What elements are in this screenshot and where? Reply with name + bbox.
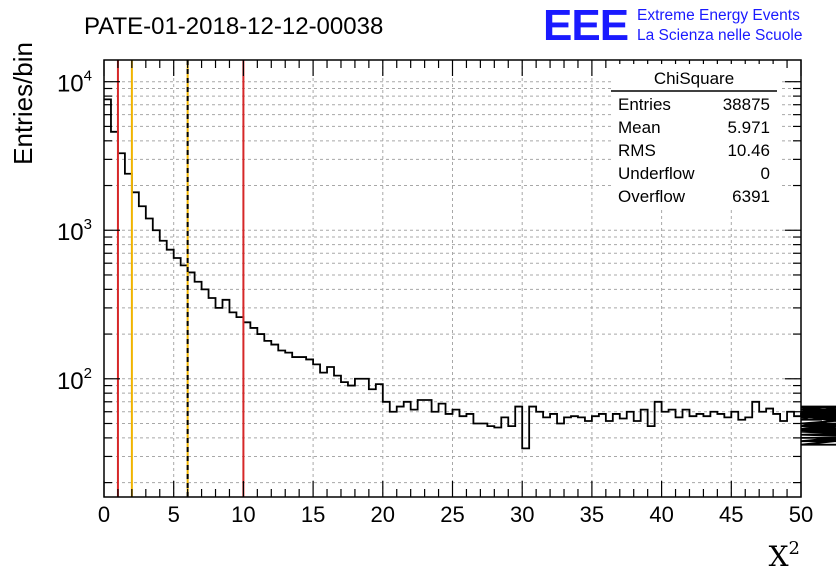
logo-line2: La Scienza nelle Scuole [637,27,802,44]
y-tick-base: 10 [57,71,84,98]
stats-row-label: Entries [618,95,671,114]
x-tick-label: 0 [98,502,110,527]
y-tick-exponent: 2 [84,365,92,382]
stats-row-label: Mean [618,118,661,137]
x-tick-label: 30 [510,502,534,527]
x-tick-label: 10 [231,502,255,527]
x-tick-label: 40 [649,502,673,527]
y-tick-exponent: 3 [84,216,92,233]
stats-row-value: 6391 [732,187,770,206]
x-tick-label: 50 [789,502,813,527]
stats-row-label: RMS [618,141,656,160]
stats-title: ChiSquare [654,69,734,88]
stats-row-label: Underflow [618,164,695,183]
stats-row-value: 10.46 [727,141,770,160]
x-axis-label-exp: 2 [789,538,800,559]
x-axis-label: X2 [769,538,800,572]
stats-row-label: Overflow [618,187,686,206]
logo-mark: EEE [543,1,628,50]
y-tick-exponent: 4 [84,68,92,85]
x-tick-label: 20 [371,502,395,527]
stats-row-value: 0 [761,164,770,183]
stats-box: ChiSquare Entries 38875 Mean 5.971 RMS 10.46 U… [611,64,779,210]
stats-box-background [611,64,779,210]
x-tick-label: 35 [580,502,604,527]
x-axis-label-base: X [769,540,789,572]
y-tick-label: 104 [57,68,92,98]
stats-row-value: 5.971 [727,118,770,137]
chart-title: PATE-01-2018-12-12-00038 [84,13,383,40]
stats-row-value: 38875 [723,95,770,114]
x-tick-label: 15 [301,502,325,527]
y-tick-label: 103 [57,216,92,246]
x-tick-label: 5 [168,502,180,527]
x-tick-label: 25 [440,502,464,527]
y-tick-base: 10 [57,219,84,246]
eee-logo: EEE Extreme Energy Events La Scienza nel… [543,1,802,50]
y-axis-label: Entries/bin [8,42,38,165]
logo-line1: Extreme Energy Events [637,7,800,24]
y-tick-label: 102 [57,365,92,395]
y-tick-base: 10 [57,368,84,395]
x-tick-label: 45 [719,502,743,527]
histogram-series [104,98,836,450]
